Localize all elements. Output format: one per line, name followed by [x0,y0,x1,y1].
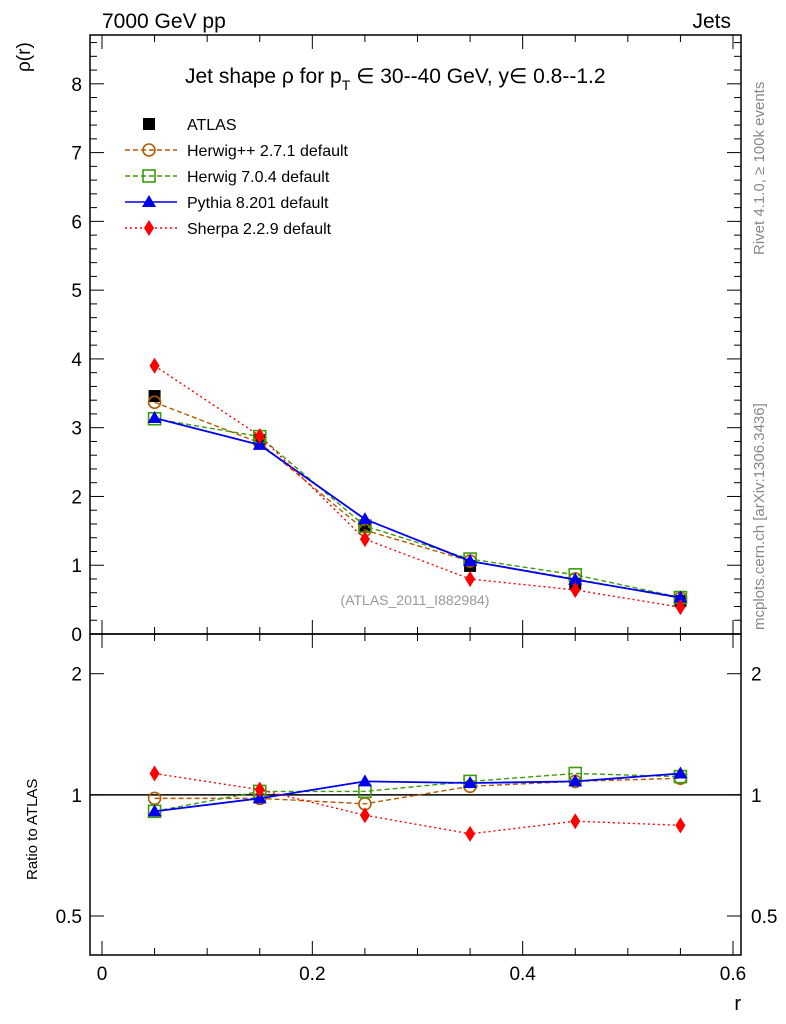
ratio-y-tick-label-right: 0.5 [751,907,777,928]
y-tick-label: 3 [71,419,82,440]
pythia-8-201-default-point [357,512,372,525]
ratio-y-tick-label: 0.5 [56,907,82,928]
y-tick-label: 7 [71,144,82,165]
herwig-2-7-1-default-line [154,401,681,599]
ratio-y-axis-label: Ratio to ATLAS [24,779,41,880]
x-tick-label: 0.2 [299,964,325,985]
pythia-8-201-default-point [463,554,478,567]
sherpa-2-2-9-default-point [359,531,370,548]
legend-marker [142,169,156,183]
chart-title: Jet shape ρ for pT ∈ 30--40 GeV, y∈ 0.8-… [185,65,606,93]
rivet-version-text: Rivet 4.1.0, ≥ 100k events [751,82,768,255]
pythia-8-201-default-ratio-point [147,804,162,817]
herwig-7-0-4-default-line [154,418,681,599]
pythia-8-201-default-ratio-point [357,774,372,787]
pythia-8-201-default-line [154,417,681,599]
pythia-8-201-default-ratio-point [568,774,583,787]
sherpa-2-2-9-default-point [570,581,581,598]
legend-label-herwig-2-7-1-default: Herwig++ 2.7.1 default [187,143,349,160]
x-tick-label: 0.6 [720,964,746,985]
legend-marker [142,195,156,207]
mcplots-credit-text: mcplots.cern.ch [arXiv:1306.3436] [751,403,768,630]
pythia-8-201-default-point [147,411,162,424]
x-tick-label: 0.4 [509,964,536,985]
sherpa-2-2-9-default-point [149,357,160,374]
sherpa-2-2-9-default-ratio-point [149,765,160,782]
ratio-y-tick-label: 2 [71,665,82,686]
sherpa-2-2-9-default-ratio-point [465,825,476,842]
analysis-watermark: (ATLAS_2011_I882984) [341,592,490,608]
y-tick-label: 6 [71,212,82,233]
sherpa-2-2-9-default-ratio-point [570,813,581,830]
y-tick-label: 2 [71,487,82,508]
herwig-7-0-4-default-ratio-line [154,772,681,813]
ratio-y-tick-label-right: 2 [751,665,762,686]
sherpa-2-2-9-default-ratio-point [359,807,370,824]
sherpa-2-2-9-default-ratio-point [675,817,686,834]
legend-label-herwig-7-0-4-default: Herwig 7.0.4 default [187,169,330,186]
ratio-y-tick-label: 1 [71,786,82,807]
y-axis-label: ρ(r) [14,42,35,72]
sherpa-2-2-9-default-point [675,599,686,616]
legend-marker [143,118,155,130]
pythia-8-201-default-point [568,572,583,585]
y-tick-label: 4 [71,350,82,371]
legend-label-atlas: ATLAS [187,117,237,134]
y-tick-label: 8 [71,75,82,96]
ratio-y-tick-label-right: 1 [751,786,762,807]
legend-marker [142,143,156,157]
x-axis-label: r [734,993,741,1015]
pythia-8-201-default-ratio-point [463,776,478,789]
legend-label-pythia-8-201-default: Pythia 8.201 default [187,195,329,212]
pythia-8-201-default-point [673,590,688,603]
sherpa-2-2-9-default-line [154,365,681,608]
legend-label-sherpa-2-2-9-default: Sherpa 2.2.9 default [187,221,332,238]
sherpa-2-2-9-default-ratio-point [254,781,265,798]
herwig-2-7-1-default-point [147,395,162,410]
y-tick-label: 5 [71,281,82,302]
y-tick-label: 0 [71,625,82,646]
x-tick-label: 0 [97,964,108,985]
sherpa-2-2-9-default-point [254,427,265,444]
pythia-8-201-default-ratio-line [154,772,681,813]
legend-marker [144,220,154,236]
header-right: Jets [692,10,731,33]
header-left: 7000 GeV pp [102,10,226,33]
sherpa-2-2-9-default-point [465,570,476,587]
y-tick-label: 1 [71,556,82,577]
pythia-8-201-default-ratio-point [673,766,688,779]
